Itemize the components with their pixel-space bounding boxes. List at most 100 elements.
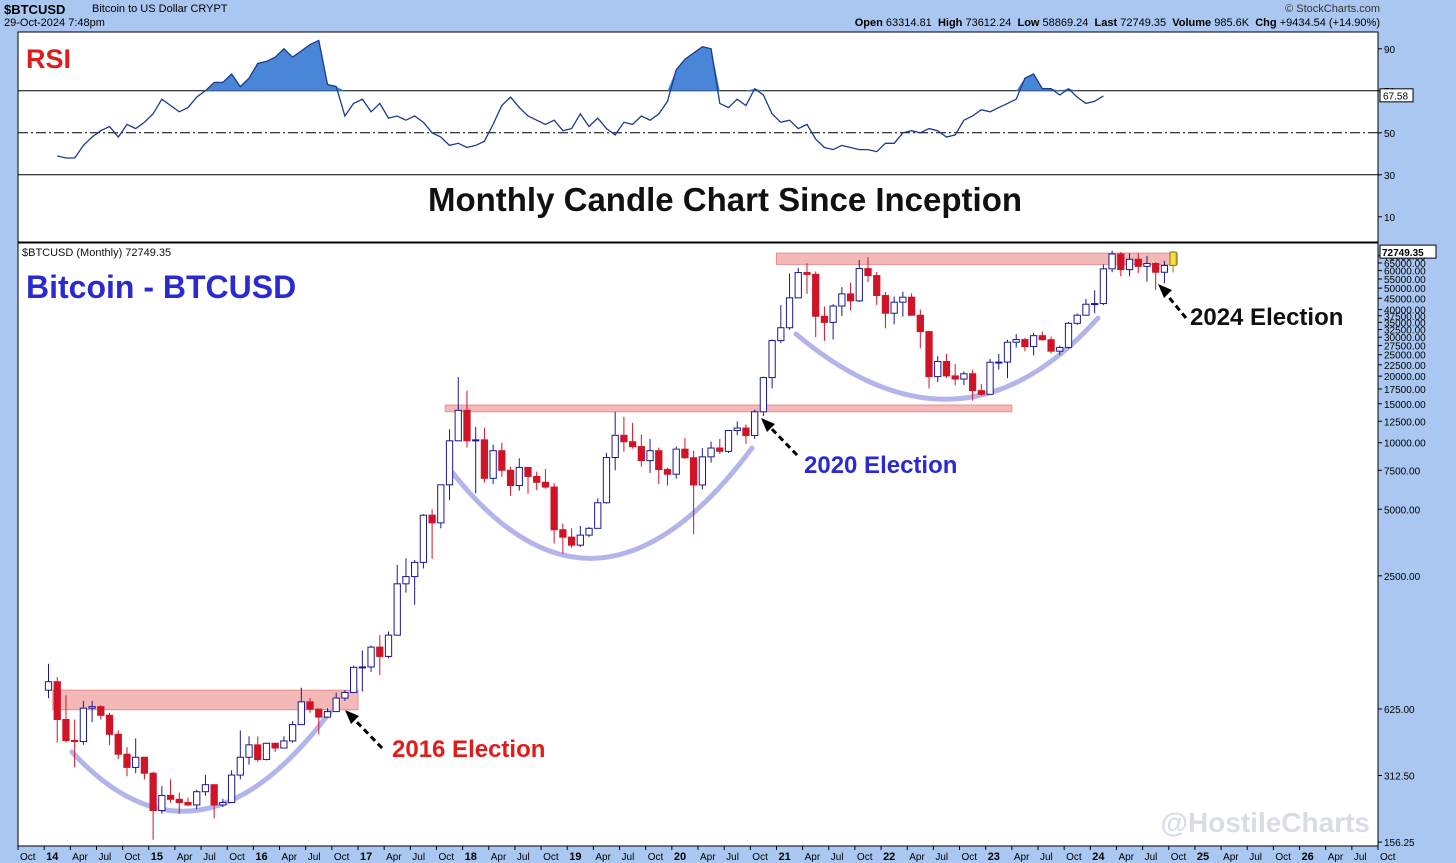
- time-tick-label: Apr: [72, 852, 88, 863]
- candle-body: [227, 774, 236, 803]
- open-value: 63314.81: [885, 17, 932, 29]
- time-tick-label: 26: [1302, 851, 1314, 863]
- chg-label: Chg: [1255, 17, 1277, 29]
- stockcharts-watermark: © StockCharts.com: [1285, 3, 1380, 15]
- price-tick-label: 2500.00: [1384, 572, 1421, 583]
- time-tick-label: 15: [151, 851, 163, 863]
- candle-body: [916, 314, 924, 333]
- candle-body: [899, 296, 907, 303]
- candle-body: [271, 742, 279, 749]
- candle-body: [672, 448, 680, 475]
- candle-body: [297, 701, 305, 726]
- candle-body: [951, 375, 959, 380]
- candle-body: [472, 439, 480, 442]
- annotation-2020-label: 2020 Election: [804, 452, 957, 479]
- candle-body: [158, 794, 166, 812]
- candle-body: [1125, 258, 1134, 271]
- time-tick-label: Apr: [1118, 852, 1134, 863]
- price-tick-label: 55000.00: [1384, 275, 1426, 286]
- rsi-overbought-fill: [205, 40, 1078, 91]
- candle-body: [97, 706, 105, 716]
- time-tick-label: Jul: [308, 852, 321, 863]
- price-tick-label: 15000.00: [1384, 400, 1426, 411]
- candle-body: [585, 527, 593, 536]
- candle-body: [602, 457, 611, 504]
- candle-body: [524, 466, 532, 477]
- price-tick-label: 156.25: [1384, 838, 1415, 849]
- candle-body: [393, 583, 401, 636]
- symbol-label: $BTCUSD: [4, 2, 66, 17]
- candle-body: [907, 296, 916, 316]
- candle-body: [881, 295, 890, 314]
- price-tick-label: 60000.00: [1384, 267, 1426, 278]
- low-value: 58869.24: [1042, 17, 1089, 29]
- candle-body: [166, 794, 175, 800]
- candle-body: [550, 486, 558, 531]
- last-label: Last: [1094, 17, 1118, 29]
- candle-body: [419, 514, 428, 563]
- candle-body: [201, 784, 210, 793]
- candle-body: [925, 331, 933, 378]
- time-tick-label: Jul: [1249, 852, 1262, 863]
- candle-body: [411, 561, 419, 578]
- candles: [44, 250, 1177, 840]
- candle-body: [193, 791, 201, 806]
- candle-body: [533, 475, 541, 483]
- candle-body: [376, 646, 384, 657]
- candle-body: [44, 681, 53, 691]
- legend-text: $BTCUSD (Monthly) 72749.35: [22, 247, 171, 259]
- candle-body: [995, 361, 1003, 364]
- time-tick-label: Oct: [20, 852, 36, 863]
- candle-body: [1012, 339, 1020, 343]
- cup-curve-2020: [449, 445, 755, 561]
- time-tick-label: Oct: [543, 852, 559, 863]
- price-tick-label: 27500.00: [1384, 342, 1426, 353]
- candle-body: [812, 273, 820, 317]
- candle-body: [88, 706, 96, 709]
- price-tick-label: 45000.00: [1384, 294, 1426, 305]
- price-tick-label: 7500.00: [1384, 466, 1421, 477]
- candle-body: [803, 272, 811, 275]
- candle-body: [890, 301, 898, 314]
- candle-body: [873, 275, 881, 297]
- candle-body: [716, 447, 724, 452]
- annotation-2016-label: 2016 Election: [392, 736, 545, 763]
- instrument-name: Bitcoin to US Dollar CRYPT: [92, 3, 228, 15]
- candle-body: [1152, 263, 1160, 273]
- time-tick-label: Apr: [1328, 852, 1344, 863]
- price-tick-label: 30000.00: [1384, 333, 1426, 344]
- annotation-2024-label: 2024 Election: [1190, 304, 1343, 331]
- candle-body: [628, 441, 637, 448]
- time-tick-label: Oct: [334, 852, 350, 863]
- candle-body: [838, 293, 846, 307]
- time-tick-label: 24: [1092, 851, 1105, 863]
- volume-label: Volume: [1172, 17, 1212, 29]
- candle-body: [114, 733, 122, 755]
- time-tick-label: Jul: [203, 852, 216, 863]
- time-tick-label: Apr: [1223, 852, 1239, 863]
- last-value: 72749.35: [1120, 17, 1167, 29]
- candle-body: [785, 297, 794, 329]
- candle-body: [620, 434, 628, 443]
- candle-body: [367, 646, 375, 668]
- low-label: Low: [1017, 17, 1040, 29]
- price-tick-label: 35000.00: [1384, 318, 1426, 329]
- candle-body: [1056, 346, 1064, 352]
- candle-body: [515, 466, 523, 487]
- high-value: 73612.24: [965, 17, 1012, 29]
- candle-body: [498, 450, 506, 471]
- arrow-2016-shaft: [348, 713, 384, 750]
- candle-body: [655, 450, 663, 471]
- arrow-2024-head: [1158, 284, 1172, 298]
- candle-body: [245, 744, 253, 758]
- price-tick-label: 22500.00: [1384, 361, 1426, 372]
- rsi-line: [57, 39, 1104, 159]
- time-tick-label: Jul: [1040, 852, 1053, 863]
- price-tick-label: 12500.00: [1384, 417, 1426, 428]
- instrument-title: Bitcoin to US Dollar: [92, 3, 188, 15]
- candle-body: [594, 502, 602, 529]
- candle-body: [646, 450, 654, 462]
- time-tick-label: Apr: [491, 852, 507, 863]
- candle-body: [1038, 335, 1046, 341]
- candle-body: [489, 450, 497, 479]
